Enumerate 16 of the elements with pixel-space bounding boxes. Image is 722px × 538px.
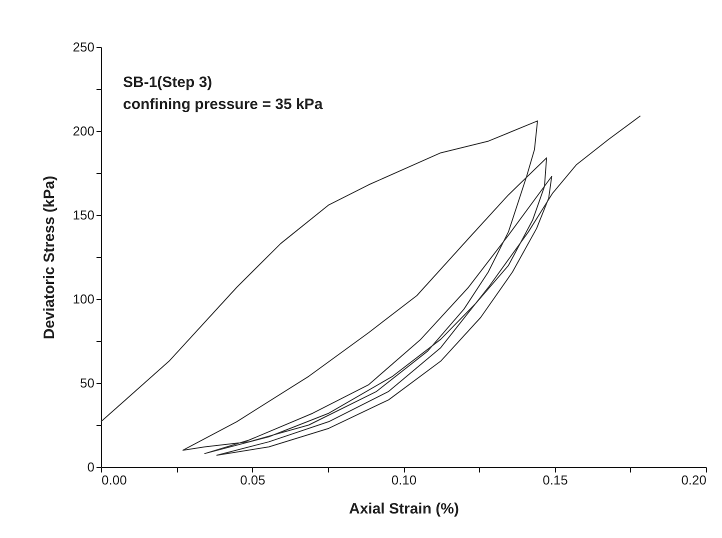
x-axis-title: Axial Strain (%) <box>348 500 460 518</box>
y-tick-label: 50 <box>80 376 94 390</box>
line-series <box>100 115 641 456</box>
y-tick-label: 200 <box>72 124 94 138</box>
y-tick-label: 100 <box>72 292 94 306</box>
x-tick-label: 0.10 <box>391 472 417 488</box>
y-tick-label: 0 <box>87 460 94 474</box>
x-tick-label: 0.15 <box>542 472 568 488</box>
x-tick-label: 0.00 <box>102 472 127 488</box>
y-tick-label: 250 <box>72 40 94 54</box>
y-tick-label: 150 <box>72 208 94 222</box>
annotation: SB-1(Step 3) <box>123 74 212 91</box>
y-axis-title: Deviatoric Stress (kPa) <box>40 176 58 340</box>
x-tick-label: 0.05 <box>240 472 266 488</box>
annotation: confining pressure = 35 kPa <box>123 96 324 113</box>
x-tick-label: 0.20 <box>681 472 706 488</box>
